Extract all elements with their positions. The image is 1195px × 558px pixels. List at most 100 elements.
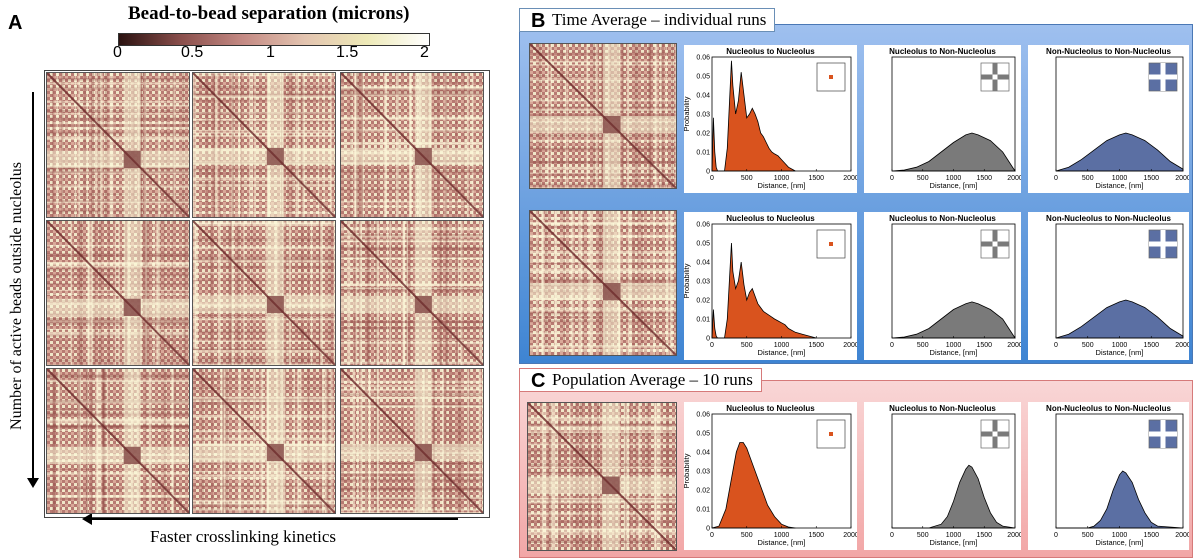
colorbar-tick: 2 — [420, 44, 429, 61]
y-tick-label: 0.05 — [696, 241, 710, 248]
y-tick-label: 0.03 — [696, 469, 710, 476]
distance-heatmap — [529, 210, 677, 356]
panel-c-title: Population Average – 10 runs — [552, 370, 753, 389]
distribution-area — [1055, 299, 1184, 339]
x-tick-label: 1000 — [774, 532, 790, 539]
colorbar-title: Bead-to-bead separation (microns) — [128, 3, 410, 24]
icon-band-horizontal — [1149, 74, 1177, 80]
x-tick-label: 500 — [741, 342, 753, 349]
x-tick-label: 1000 — [1112, 532, 1128, 539]
plot-title: Non-Nucleolus to Non-Nucleolus — [1046, 404, 1171, 413]
y-axis-label: Number of active beads outside nucleolus — [8, 162, 25, 430]
x-tick-label: 0 — [1054, 342, 1058, 349]
plot-title: Nucleolus to Nucleolus — [726, 404, 815, 413]
x-tick-label: 0 — [1054, 175, 1058, 182]
distribution-area — [711, 242, 817, 339]
y-tick-label: 0 — [706, 526, 710, 533]
colorbar-tick: 1.5 — [336, 44, 359, 61]
x-tick-label: 500 — [917, 532, 929, 539]
distribution-area — [1055, 132, 1184, 172]
y-tick-label: 0 — [706, 169, 710, 176]
distance-heatmap — [46, 368, 190, 514]
x-tick-label: 500 — [917, 175, 929, 182]
colorbar — [118, 33, 430, 46]
distance-heatmap — [192, 72, 336, 218]
x-tick-label: 1500 — [976, 175, 992, 182]
x-tick-label: 1500 — [1143, 532, 1159, 539]
x-tick-label: 1000 — [774, 175, 790, 182]
x-tick-label: 2000 — [843, 175, 857, 182]
x-tick-label: 1500 — [976, 532, 992, 539]
x-tick-label: 500 — [917, 342, 929, 349]
x-axis-label: Distance, [nm] — [758, 181, 806, 190]
y-tick-label: 0.05 — [696, 431, 710, 438]
colorbar-ticks: 0 0.5 1 1.5 2 — [113, 44, 430, 64]
plot-title: Non-Nucleolus to Non-Nucleolus — [1046, 47, 1171, 56]
x-tick-label: 1000 — [946, 342, 962, 349]
colorbar-tick: 1 — [266, 44, 275, 61]
x-tick-label: 2000 — [1175, 532, 1189, 539]
icon-center — [992, 431, 998, 437]
x-axis-label: Distance, [nm] — [1096, 348, 1144, 357]
distance-heatmap — [527, 402, 677, 551]
x-tick-label: 0 — [710, 175, 714, 182]
x-axis-arrowhead — [82, 513, 92, 525]
colorbar-tick: 0.5 — [181, 44, 204, 61]
y-tick-label: 0.02 — [696, 488, 710, 495]
panel-a-letter: A — [8, 12, 23, 34]
nucleolus-block-icon — [816, 62, 846, 92]
plot-title: Nucleolus to Non-Nucleolus — [889, 404, 996, 413]
y-tick-label: 0.01 — [696, 317, 710, 324]
x-tick-label: 2000 — [1175, 342, 1189, 349]
distribution-plot: Non-Nucleolus to Non-Nucleolus 0 500 1000 15… — [1028, 212, 1189, 360]
y-axis-arrowhead — [27, 478, 39, 488]
x-tick-label: 1000 — [946, 532, 962, 539]
colorbar-tick: 0 — [113, 44, 122, 61]
distance-heatmap — [529, 43, 677, 189]
x-tick-label: 500 — [741, 175, 753, 182]
distribution-plot: Nucleolus to Non-Nucleolus 0 500 1000 1500 20… — [864, 212, 1021, 360]
distance-heatmap — [192, 220, 336, 366]
x-axis-label: Distance, [nm] — [758, 538, 806, 547]
x-tick-label: 2000 — [843, 342, 857, 349]
panel-b-title-box: Time Average – individual runs — [519, 8, 776, 32]
x-tick-label: 500 — [1082, 342, 1094, 349]
x-tick-label: 1500 — [1143, 175, 1159, 182]
x-axis-arrow — [92, 518, 458, 520]
icon-band-horizontal — [1149, 241, 1177, 247]
plot-title: Nucleolus to Non-Nucleolus — [889, 214, 996, 223]
x-tick-label: 500 — [1082, 532, 1094, 539]
distribution-plot: Nucleolus to Non-Nucleolus 0 500 1000 1500 20… — [864, 402, 1021, 550]
x-axis-label: Distance, [nm] — [930, 348, 978, 357]
x-tick-label: 1500 — [808, 175, 824, 182]
distance-heatmap — [46, 72, 190, 218]
y-tick-label: 0.02 — [696, 298, 710, 305]
y-tick-label: 0.02 — [696, 131, 710, 138]
y-tick-label: 0.04 — [696, 260, 710, 267]
x-axis-label: Distance, [nm] — [930, 181, 978, 190]
y-axis-arrow — [32, 92, 34, 482]
y-tick-label: 0.01 — [696, 150, 710, 157]
nucleolus-dot-icon — [829, 432, 833, 436]
x-tick-label: 1000 — [946, 175, 962, 182]
distance-heatmap — [192, 368, 336, 514]
x-axis-label: Distance, [nm] — [1096, 538, 1144, 547]
x-tick-label: 0 — [710, 342, 714, 349]
distance-heatmap — [340, 368, 484, 514]
x-tick-label: 1000 — [774, 342, 790, 349]
x-axis-label: Distance, [nm] — [930, 538, 978, 547]
x-tick-label: 0 — [890, 175, 894, 182]
icon-band-horizontal — [1149, 431, 1177, 437]
nucleolus-dot-icon — [829, 75, 833, 79]
x-tick-label: 0 — [710, 532, 714, 539]
icon-center — [992, 241, 998, 247]
distribution-area — [892, 464, 1016, 529]
y-axis-label: Probability — [684, 453, 691, 488]
distribution-area — [891, 301, 1016, 339]
x-tick-label: 500 — [741, 532, 753, 539]
y-axis-label: Probability — [684, 96, 691, 131]
x-tick-label: 1500 — [808, 532, 824, 539]
x-tick-label: 0 — [890, 532, 894, 539]
plot-title: Nucleolus to Non-Nucleolus — [889, 47, 996, 56]
x-tick-label: 1500 — [976, 342, 992, 349]
